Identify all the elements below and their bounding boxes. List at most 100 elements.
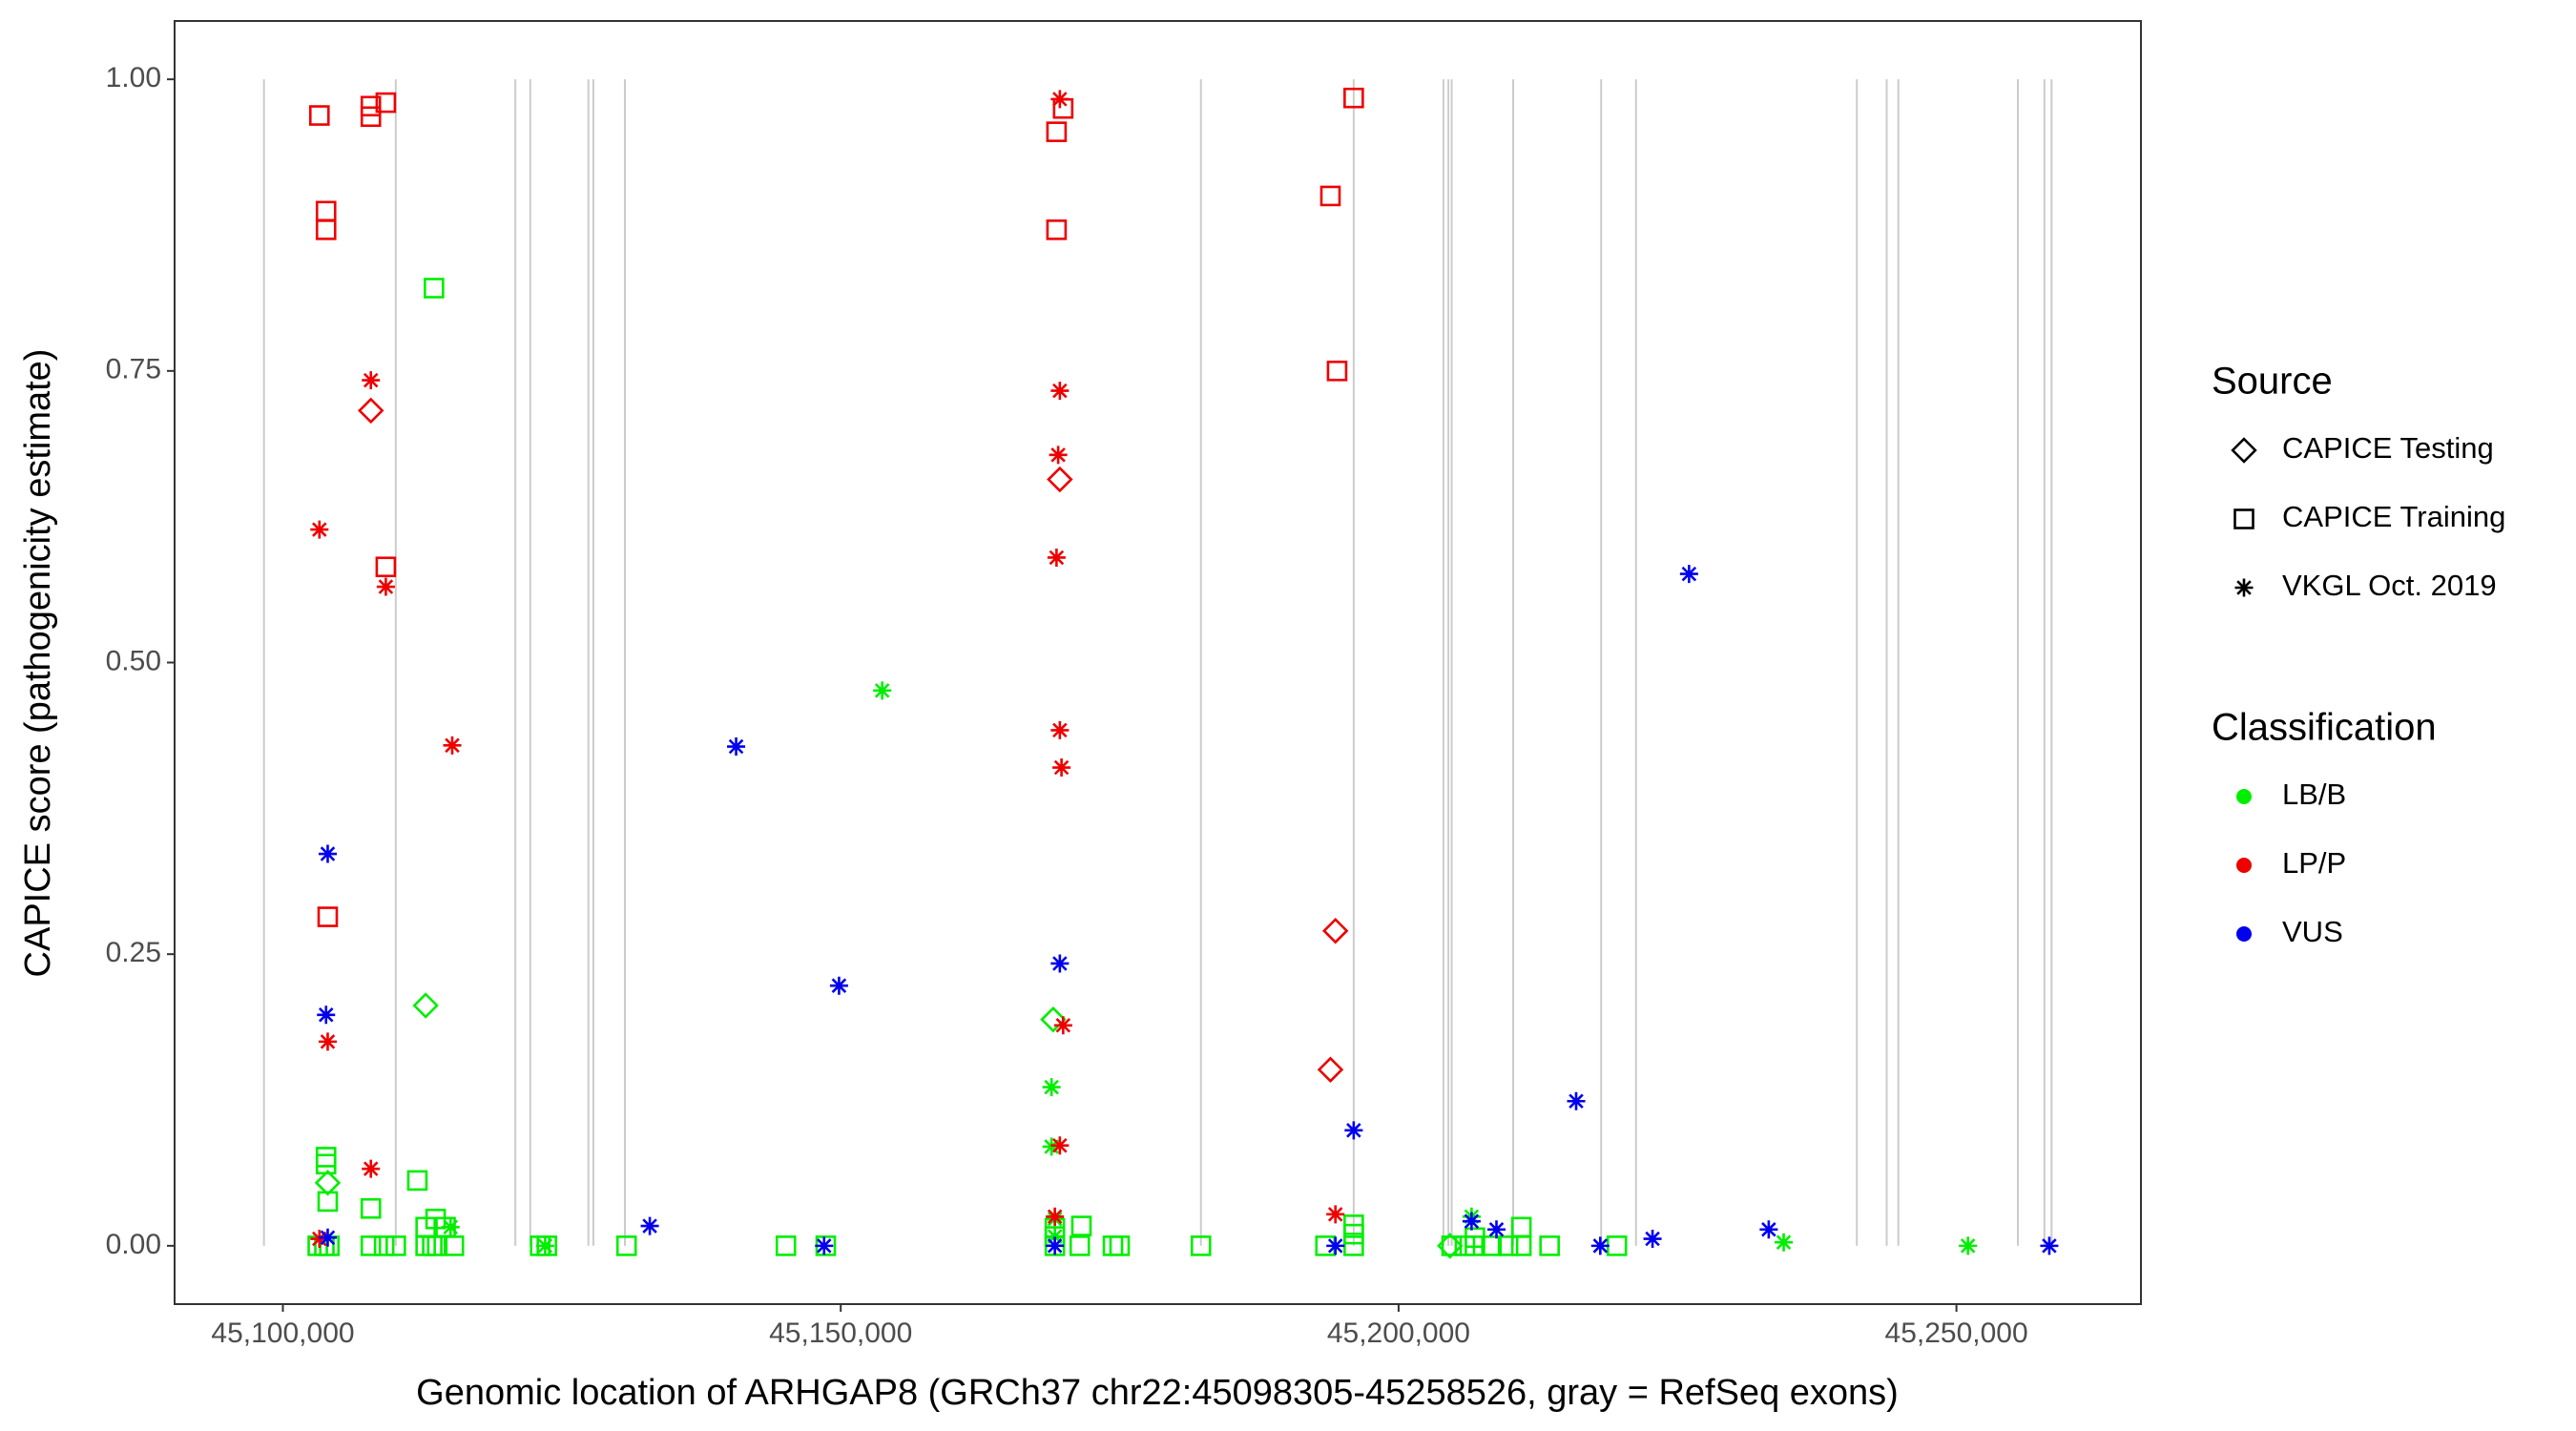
point (362, 371, 381, 390)
point (376, 577, 395, 596)
point (412, 992, 439, 1019)
point (1052, 758, 1071, 778)
point (1326, 361, 1348, 382)
point (315, 1147, 337, 1168)
point (1679, 565, 1698, 584)
y-axis-title: CAPICE score (pathogenicity estimate) (18, 349, 58, 978)
legend-entry: CAPICE Testing (2282, 431, 2494, 465)
point (443, 736, 462, 755)
legend-entry: VKGL Oct. 2019 (2282, 569, 2497, 602)
point (1046, 1236, 1065, 1255)
point (2040, 1236, 2059, 1255)
legend-symbol (2231, 437, 2257, 464)
panel-border (174, 20, 2142, 1305)
point (1050, 382, 1070, 401)
point (1326, 1205, 1345, 1224)
point (1053, 1016, 1072, 1035)
point (1050, 1136, 1070, 1155)
point (1775, 1233, 1794, 1252)
point (1049, 446, 1068, 465)
point (1046, 1227, 1065, 1246)
x-tick-label: 45,150,000 (769, 1317, 912, 1349)
point (1046, 121, 1068, 142)
y-tick-label: 0.25 (106, 937, 161, 968)
legend-title: Source (2212, 361, 2333, 403)
point (318, 1228, 337, 1247)
point (1050, 720, 1070, 739)
point (1462, 1212, 1481, 1231)
point (373, 1235, 395, 1256)
point (829, 976, 848, 995)
point (1190, 1235, 1212, 1256)
legend-symbol (2236, 926, 2252, 942)
point (310, 520, 329, 539)
point (1343, 1223, 1364, 1245)
point (317, 906, 339, 927)
point (1590, 1236, 1610, 1255)
point (873, 681, 892, 700)
point (640, 1216, 659, 1235)
point (406, 1170, 428, 1192)
point (1606, 1235, 1628, 1256)
point (1510, 1235, 1532, 1256)
point (318, 844, 337, 863)
point (1343, 1235, 1364, 1256)
point (385, 1235, 406, 1256)
point (360, 106, 382, 128)
point (317, 1191, 339, 1213)
point (422, 1235, 443, 1256)
legend-symbol (2234, 578, 2254, 597)
point (415, 1235, 436, 1256)
legend-symbol (2236, 789, 2252, 804)
point (1959, 1236, 1978, 1255)
x-tick-label: 45,100,000 (211, 1317, 354, 1349)
point (1441, 1235, 1463, 1256)
point (375, 92, 397, 114)
point (1047, 466, 1073, 493)
point (1050, 954, 1070, 973)
point (1319, 185, 1341, 207)
point (1042, 1078, 1061, 1097)
point (1040, 1006, 1067, 1033)
x-tick-label: 45,250,000 (1885, 1317, 2028, 1349)
point (1567, 1091, 1586, 1110)
legend-entry: LP/P (2282, 846, 2346, 880)
point (727, 737, 746, 757)
point (424, 278, 445, 299)
point (1487, 1220, 1506, 1239)
point (775, 1235, 797, 1256)
x-tick-label: 45,200,000 (1327, 1317, 1470, 1349)
point (815, 1236, 834, 1255)
point (1465, 1227, 1485, 1249)
point (1070, 1215, 1092, 1236)
point (1317, 1056, 1344, 1083)
legend-entry: VUS (2282, 915, 2343, 948)
point (1321, 918, 1349, 944)
point (1069, 1235, 1091, 1256)
point (441, 1217, 460, 1236)
point (1510, 1216, 1532, 1238)
legend-entry: LB/B (2282, 778, 2346, 811)
y-tick-label: 0.00 (106, 1229, 161, 1260)
point (315, 219, 337, 240)
y-tick-label: 1.00 (106, 62, 161, 93)
point (375, 556, 397, 578)
point (1047, 548, 1066, 567)
legend-title: Classification (2212, 707, 2437, 749)
point (1759, 1220, 1778, 1239)
point (1102, 1235, 1124, 1256)
legend-entry: CAPICE Training (2282, 500, 2505, 533)
point (358, 397, 384, 425)
point (615, 1235, 637, 1256)
point (535, 1236, 554, 1255)
point (360, 1197, 382, 1219)
point (360, 1235, 382, 1256)
point (317, 1006, 336, 1025)
point (314, 1170, 342, 1196)
y-tick-label: 0.75 (106, 354, 161, 385)
point (360, 95, 382, 117)
point (1344, 1121, 1363, 1140)
point (308, 105, 330, 126)
